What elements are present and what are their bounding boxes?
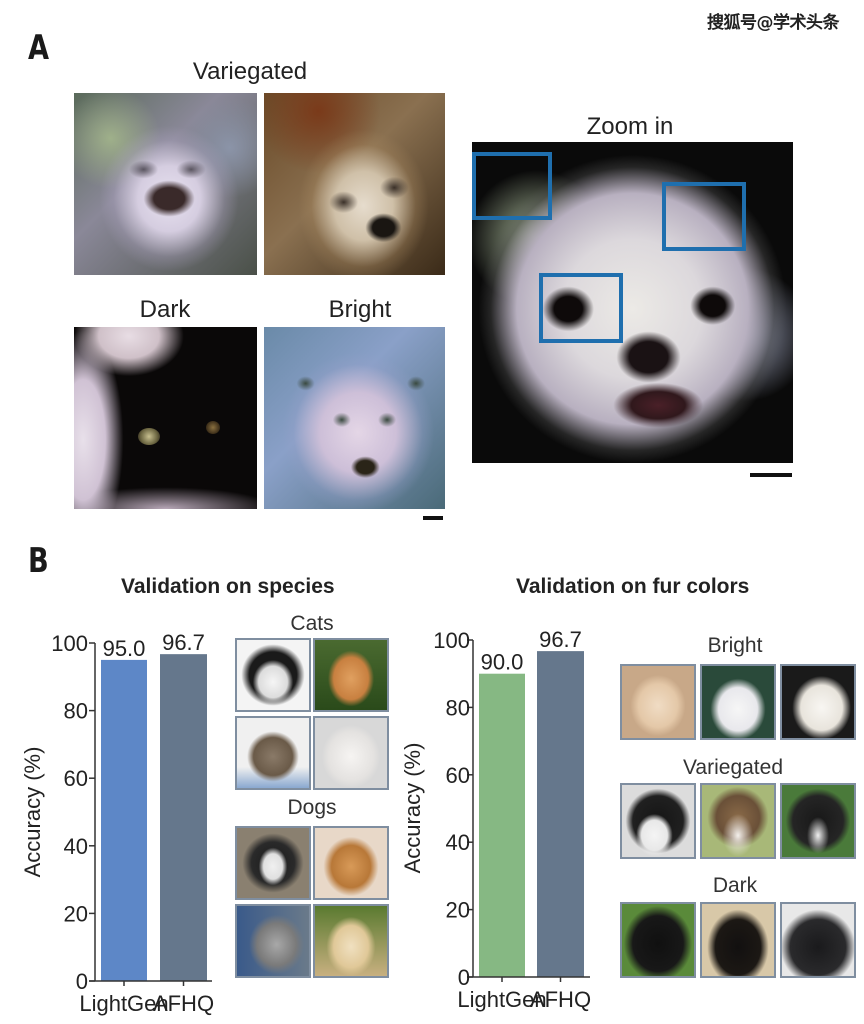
bar-afhq bbox=[160, 654, 207, 981]
group-label-variegated: Variegated bbox=[668, 756, 798, 780]
watermark: 搜狐号@学术头条 bbox=[707, 8, 839, 33]
y-tick-label: 60 bbox=[64, 766, 88, 791]
photo-cat-black-white bbox=[235, 638, 311, 712]
photo-dark-1 bbox=[620, 902, 696, 978]
reconstruction-variegated-2 bbox=[264, 93, 445, 275]
bar-lightgen bbox=[101, 660, 147, 981]
label-variegated: Variegated bbox=[150, 58, 350, 86]
group-label-dogs: Dogs bbox=[262, 796, 362, 820]
y-tick-label: 60 bbox=[446, 763, 470, 788]
reconstruction-zoomed bbox=[472, 142, 793, 463]
photo-dark-3 bbox=[780, 902, 856, 978]
photo-variegated-2 bbox=[700, 783, 776, 859]
bar-value-label: 96.7 bbox=[539, 627, 582, 652]
photo-bright-3 bbox=[780, 664, 856, 740]
bar-value-label: 95.0 bbox=[103, 636, 146, 661]
label-bright: Bright bbox=[290, 296, 430, 324]
label-dark: Dark bbox=[95, 296, 235, 324]
bar-afhq bbox=[537, 651, 584, 977]
y-tick-label: 0 bbox=[458, 965, 470, 990]
photo-variegated-1 bbox=[620, 783, 696, 859]
y-tick-label: 80 bbox=[64, 699, 88, 724]
photo-dog-golden bbox=[313, 904, 389, 978]
photo-cat-white bbox=[313, 716, 389, 790]
photo-bright-1 bbox=[620, 664, 696, 740]
group-label-bright: Bright bbox=[680, 634, 790, 658]
y-tick-label: 80 bbox=[446, 695, 470, 720]
photo-dog-orange bbox=[313, 826, 389, 900]
y-axis-label: Accuracy (%) bbox=[20, 747, 45, 878]
photo-dark-2 bbox=[700, 902, 776, 978]
photo-cat-tabby bbox=[235, 716, 311, 790]
bar-value-label: 90.0 bbox=[481, 650, 524, 675]
zoom-box-top-left bbox=[472, 152, 552, 220]
group-label-dark: Dark bbox=[680, 874, 790, 898]
fur-chart-title: Validation on fur colors bbox=[516, 575, 749, 599]
photo-variegated-3 bbox=[780, 783, 856, 859]
reconstruction-variegated-1 bbox=[74, 93, 257, 275]
photo-bright-2 bbox=[700, 664, 776, 740]
reconstruction-bright bbox=[264, 327, 445, 509]
scale-bar-large bbox=[750, 473, 792, 477]
bar-value-label: 96.7 bbox=[162, 630, 205, 655]
y-tick-label: 100 bbox=[51, 631, 88, 656]
x-tick-label: AFHQ bbox=[153, 991, 214, 1016]
y-tick-label: 100 bbox=[433, 628, 470, 653]
group-label-cats: Cats bbox=[262, 612, 362, 636]
zoom-box-top-right bbox=[662, 182, 746, 251]
label-zoom-in: Zoom in bbox=[545, 113, 715, 141]
y-tick-label: 40 bbox=[446, 830, 470, 855]
photo-cat-orange bbox=[313, 638, 389, 712]
fur-bar-chart: 90.0LightGen96.7AFHQ020406080100Accuracy… bbox=[390, 600, 600, 1024]
x-tick-label: AFHQ bbox=[530, 987, 591, 1012]
species-chart-title: Validation on species bbox=[121, 575, 335, 599]
photo-dog-black-white bbox=[235, 826, 311, 900]
scale-bar-small bbox=[423, 516, 443, 520]
species-bar-chart: 95.0LightGen96.7AFHQ020406080100Accuracy… bbox=[0, 600, 240, 1024]
y-tick-label: 20 bbox=[64, 901, 88, 926]
zoom-box-eye bbox=[539, 273, 623, 343]
panel-b-letter: B bbox=[28, 541, 49, 581]
panel-a-letter: A bbox=[28, 28, 49, 68]
reconstruction-dark bbox=[74, 327, 257, 509]
y-tick-label: 20 bbox=[446, 898, 470, 923]
bar-lightgen bbox=[479, 674, 525, 977]
photo-dog-wolf bbox=[235, 904, 311, 978]
y-axis-label: Accuracy (%) bbox=[400, 743, 425, 874]
y-tick-label: 40 bbox=[64, 834, 88, 859]
y-tick-label: 0 bbox=[76, 969, 88, 994]
